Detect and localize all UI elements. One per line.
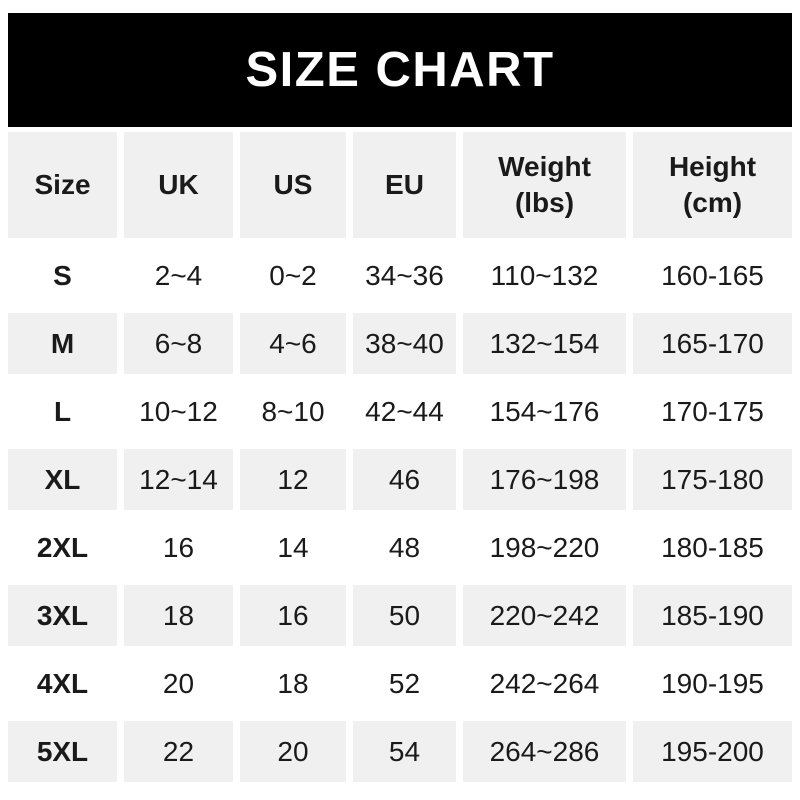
table-row-xl: XL 12~14 12 46 176~198 175-180: [8, 449, 792, 510]
cell-us-l: 8~10: [240, 381, 346, 442]
cell-weight-lbs-3xl: 220~242: [463, 585, 626, 646]
cell-weight-lbs-xl: 176~198: [463, 449, 626, 510]
cell-weight-lbs-2xl: 198~220: [463, 517, 626, 578]
cell-height-cm-4xl: 190-195: [633, 653, 792, 714]
cell-height-cm-m: 165-170: [633, 313, 792, 374]
cell-size-s: S: [8, 245, 117, 306]
table-row-2xl: 2XL 16 14 48 198~220 180-185: [8, 517, 792, 578]
cell-us-m: 4~6: [240, 313, 346, 374]
cell-eu-s: 34~36: [353, 245, 456, 306]
cell-weight-lbs-s: 110~132: [463, 245, 626, 306]
cell-uk-5xl: 22: [124, 721, 233, 782]
table-row-m: M 6~8 4~6 38~40 132~154 165-170: [8, 313, 792, 374]
cell-size-l: L: [8, 381, 117, 442]
cell-height-cm-3xl: 185-190: [633, 585, 792, 646]
column-header-height-cm: Height (cm): [633, 132, 792, 238]
cell-weight-lbs-l: 154~176: [463, 381, 626, 442]
cell-size-2xl: 2XL: [8, 517, 117, 578]
cell-us-xl: 12: [240, 449, 346, 510]
cell-eu-5xl: 54: [353, 721, 456, 782]
cell-us-5xl: 20: [240, 721, 346, 782]
cell-uk-l: 10~12: [124, 381, 233, 442]
cell-height-cm-5xl: 195-200: [633, 721, 792, 782]
cell-height-cm-s: 160-165: [633, 245, 792, 306]
size-chart-table: Size UK US EU Weight (lbs) Height (cm) S 2~4 0~…: [1, 125, 799, 789]
cell-size-5xl: 5XL: [8, 721, 117, 782]
cell-height-cm-l: 170-175: [633, 381, 792, 442]
cell-size-m: M: [8, 313, 117, 374]
cell-weight-lbs-m: 132~154: [463, 313, 626, 374]
header-row: Size UK US EU Weight (lbs) Height (cm): [8, 132, 792, 238]
table-row-3xl: 3XL 18 16 50 220~242 185-190: [8, 585, 792, 646]
cell-us-s: 0~2: [240, 245, 346, 306]
column-header-us: US: [240, 132, 346, 238]
table-row-5xl: 5XL 22 20 54 264~286 195-200: [8, 721, 792, 782]
cell-eu-xl: 46: [353, 449, 456, 510]
cell-size-3xl: 3XL: [8, 585, 117, 646]
cell-size-xl: XL: [8, 449, 117, 510]
cell-uk-xl: 12~14: [124, 449, 233, 510]
cell-height-cm-2xl: 180-185: [633, 517, 792, 578]
cell-size-4xl: 4XL: [8, 653, 117, 714]
column-header-eu: EU: [353, 132, 456, 238]
cell-us-2xl: 14: [240, 517, 346, 578]
cell-eu-l: 42~44: [353, 381, 456, 442]
column-header-uk: UK: [124, 132, 233, 238]
cell-eu-4xl: 52: [353, 653, 456, 714]
cell-uk-4xl: 20: [124, 653, 233, 714]
cell-uk-s: 2~4: [124, 245, 233, 306]
column-header-size: Size: [8, 132, 117, 238]
cell-eu-3xl: 50: [353, 585, 456, 646]
cell-us-3xl: 16: [240, 585, 346, 646]
cell-eu-2xl: 48: [353, 517, 456, 578]
size-chart-banner: SIZE CHART: [8, 13, 792, 127]
cell-uk-2xl: 16: [124, 517, 233, 578]
cell-uk-m: 6~8: [124, 313, 233, 374]
table-row-l: L 10~12 8~10 42~44 154~176 170-175: [8, 381, 792, 442]
cell-weight-lbs-4xl: 242~264: [463, 653, 626, 714]
table-row-4xl: 4XL 20 18 52 242~264 190-195: [8, 653, 792, 714]
cell-height-cm-xl: 175-180: [633, 449, 792, 510]
chart-title: SIZE CHART: [245, 42, 555, 97]
table-row-s: S 2~4 0~2 34~36 110~132 160-165: [8, 245, 792, 306]
cell-uk-3xl: 18: [124, 585, 233, 646]
cell-us-4xl: 18: [240, 653, 346, 714]
cell-weight-lbs-5xl: 264~286: [463, 721, 626, 782]
table-body: S 2~4 0~2 34~36 110~132 160-165 M 6~8 4~6 38~40 13…: [8, 245, 792, 782]
cell-eu-m: 38~40: [353, 313, 456, 374]
column-header-weight-lbs: Weight (lbs): [463, 132, 626, 238]
